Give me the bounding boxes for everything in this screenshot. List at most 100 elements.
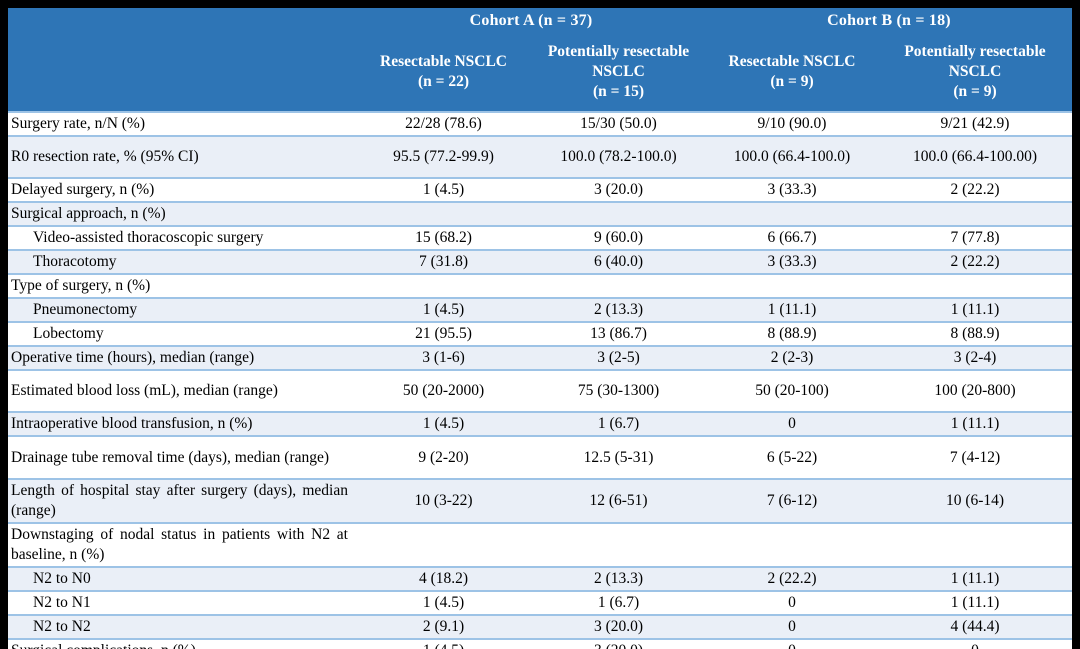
row-label-cell: Thoracotomy — [8, 251, 356, 273]
table-row: Pneumonectomy 1 (4.5) 2 (13.3) 1 (11.1) … — [8, 297, 1072, 321]
row-value: 21 (95.5) — [415, 325, 472, 342]
column-header-potentially-a: Potentially resectable NSCLC (n = 15) — [531, 33, 706, 111]
row-value — [706, 275, 878, 297]
row-value: 7 (6-12) — [766, 492, 818, 509]
row-label: Pneumonectomy — [33, 301, 138, 318]
row-label-cell: Length of hospital stay after surgery (d… — [8, 480, 356, 522]
row-label: N2 to N0 — [33, 570, 91, 587]
column-title: Potentially resectable NSCLC — [904, 43, 1046, 80]
row-value: 3 (1-6) — [422, 349, 465, 366]
row-label: Thoracotomy — [33, 253, 117, 270]
row-value — [356, 203, 531, 225]
row-label-cell: Drainage tube removal time (days), media… — [8, 437, 356, 478]
row-value: 6 (66.7) — [767, 229, 817, 246]
table-row: Operative time (hours), median (range) 3… — [8, 345, 1072, 369]
table-row: Surgical approach, n (%) — [8, 201, 1072, 225]
row-value — [878, 203, 1072, 225]
row-value: 0 — [788, 415, 796, 432]
row-value: 8 (88.9) — [767, 325, 817, 342]
table-row: Surgery rate, n/N (%) 22/28 (78.6) 15/30… — [8, 111, 1072, 135]
row-value: 1 (4.5) — [422, 594, 465, 611]
row-label: Video-assisted thoracoscopic surgery — [33, 229, 264, 246]
row-value: 2 (2-3) — [770, 349, 814, 366]
table-row: Video-assisted thoracoscopic surgery 15 … — [8, 225, 1072, 249]
row-label: Drainage tube removal time (days), media… — [11, 448, 330, 466]
row-value — [878, 524, 1072, 566]
row-label: Surgical complications, n (%) — [11, 641, 348, 649]
row-value: 3 (20.0) — [531, 640, 706, 649]
row-value — [706, 203, 878, 225]
row-value: 9/10 (90.0) — [757, 115, 827, 132]
table-row: Downstaging of nodal status in patients … — [8, 522, 1072, 566]
row-value: 1 (4.5) — [422, 181, 465, 198]
row-label: Length of hospital stay after surgery (d… — [11, 482, 348, 519]
table-row: Drainage tube removal time (days), media… — [8, 435, 1072, 478]
table-row: Length of hospital stay after surgery (d… — [8, 478, 1072, 522]
row-value — [531, 203, 706, 225]
row-value: 1 (6.7) — [597, 415, 640, 432]
row-value: 2 (9.1) — [422, 618, 465, 635]
row-label-cell: R0 resection rate, % (95% CI) — [8, 137, 356, 177]
row-value: 2 (13.3) — [593, 570, 644, 587]
row-label-cell: Lobectomy — [8, 323, 356, 345]
row-value: 2 (22.2) — [767, 570, 817, 587]
row-value: 2 (22.2) — [950, 181, 1000, 198]
row-value: 95.5 (77.2-99.9) — [393, 148, 494, 165]
cohort-a-header: Cohort A (n = 37) — [469, 11, 593, 29]
outcomes-table: Cohort A (n = 37) Cohort B (n = 18) Rese… — [8, 8, 1072, 649]
row-value: 0 — [706, 640, 878, 649]
row-label: R0 resection rate, % (95% CI) — [11, 148, 199, 165]
row-label: Surgical approach, n (%) — [11, 205, 166, 222]
row-label-cell: Operative time (hours), median (range) — [8, 347, 356, 369]
row-value: 75 (30-1300) — [577, 382, 660, 399]
column-title: Resectable NSCLC — [380, 53, 507, 70]
row-label: Operative time (hours), median (range) — [11, 349, 255, 366]
row-value — [356, 275, 531, 297]
row-value: 7 (4-12) — [949, 448, 1001, 466]
row-value: 3 (2-4) — [953, 349, 997, 366]
row-value: 0 — [878, 640, 1072, 649]
row-value: 7 (31.8) — [418, 253, 469, 270]
row-value: 15 (68.2) — [415, 229, 472, 246]
row-value: 3 (20.0) — [593, 181, 644, 198]
cohort-group-row: Cohort A (n = 37) Cohort B (n = 18) — [8, 8, 1072, 33]
row-value: 0 — [788, 594, 796, 611]
row-value: 3 (20.0) — [593, 618, 644, 635]
row-value — [531, 275, 706, 297]
row-value: 3 (2-5) — [597, 349, 640, 366]
row-label-cell: Pneumonectomy — [8, 299, 356, 321]
row-value: 22/28 (78.6) — [405, 115, 482, 132]
table-row: N2 to N2 2 (9.1) 3 (20.0) 0 4 (44.4) — [8, 614, 1072, 638]
table-row: R0 resection rate, % (95% CI) 95.5 (77.2… — [8, 135, 1072, 177]
row-value: 2 (13.3) — [593, 301, 644, 318]
column-n: (n = 9) — [770, 73, 814, 90]
column-header-resectable-b: Resectable NSCLC (n = 9) — [706, 33, 878, 111]
table-body: Surgery rate, n/N (%) 22/28 (78.6) 15/30… — [8, 111, 1072, 649]
row-value: 100.0 (66.4-100.0) — [733, 148, 851, 165]
row-value: 9/21 (42.9) — [940, 115, 1010, 132]
row-label-cell: N2 to N1 — [8, 592, 356, 614]
row-value: 1 (11.1) — [950, 570, 1000, 587]
table-row: N2 to N1 1 (4.5) 1 (6.7) 0 1 (11.1) — [8, 590, 1072, 614]
row-value: 1 (11.1) — [950, 594, 1000, 611]
row-label-cell: Type of surgery, n (%) — [8, 275, 356, 297]
label-column-header — [8, 33, 356, 111]
row-label: Downstaging of nodal status in patients … — [11, 526, 348, 563]
row-value: 1 (11.1) — [950, 301, 1000, 318]
row-value: 100.0 (66.4-100.00) — [913, 148, 1037, 165]
row-value: 4 (18.2) — [418, 570, 469, 587]
row-value: 100.0 (78.2-100.0) — [560, 148, 677, 165]
row-label-cell: Video-assisted thoracoscopic surgery — [8, 227, 356, 249]
row-value: 13 (86.7) — [590, 325, 647, 342]
row-value: 9 (2-20) — [418, 448, 469, 466]
table-header: Cohort A (n = 37) Cohort B (n = 18) Rese… — [8, 8, 1072, 111]
table-row: Delayed surgery, n (%) 1 (4.5) 3 (20.0) … — [8, 177, 1072, 201]
row-value: 7 (77.8) — [950, 229, 1000, 246]
row-label-cell: N2 to N2 — [8, 616, 356, 638]
row-value: 6 (5-22) — [766, 448, 818, 466]
column-n: (n = 15) — [592, 83, 645, 100]
table-row: N2 to N0 4 (18.2) 2 (13.3) 2 (22.2) 1 (1… — [8, 566, 1072, 590]
table-row: Surgical complications, n (%) 1 (4.5) 3 … — [8, 638, 1072, 649]
row-value: 1 (11.1) — [767, 301, 817, 318]
